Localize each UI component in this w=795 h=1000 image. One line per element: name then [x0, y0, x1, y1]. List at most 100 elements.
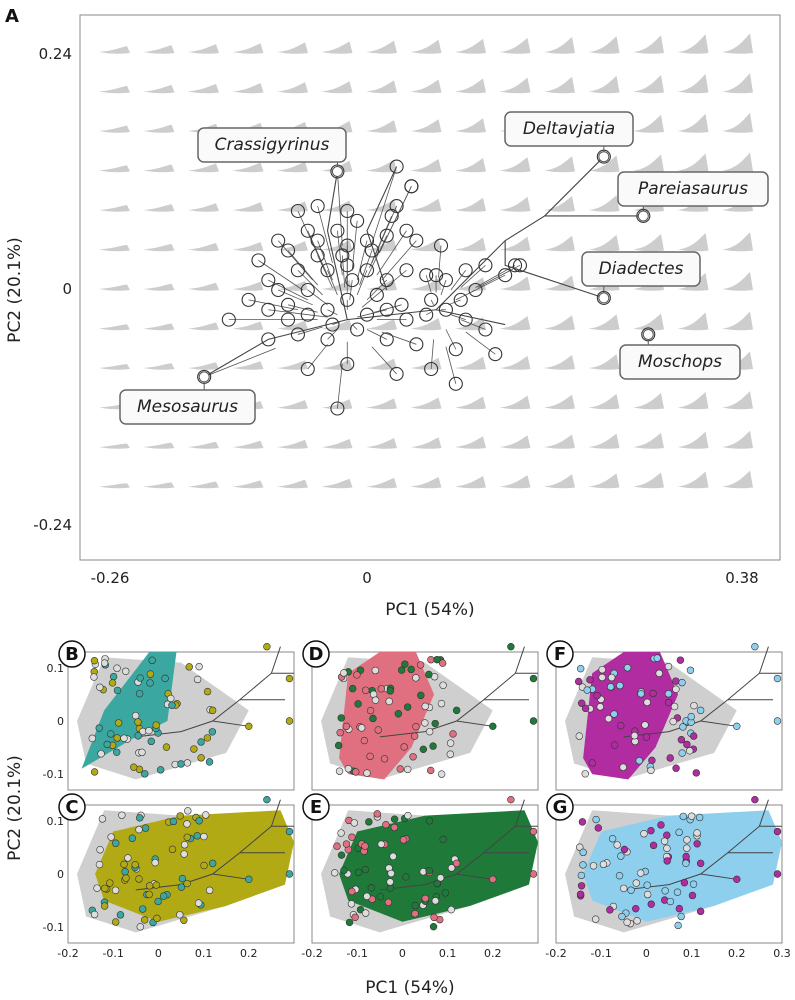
data-point — [208, 728, 217, 736]
tree-twig — [297, 326, 323, 335]
data-point — [389, 159, 404, 174]
data-point — [424, 292, 439, 307]
tree-twig — [287, 250, 318, 286]
shape-glyph — [366, 398, 397, 410]
shape-glyph — [410, 317, 442, 331]
data-point — [113, 664, 121, 672]
data-point — [578, 818, 587, 826]
data-point — [130, 763, 138, 771]
data-point — [399, 223, 414, 238]
data-point — [366, 706, 375, 715]
data-point — [347, 900, 356, 908]
shape-glyph — [188, 163, 219, 173]
data-point — [145, 726, 153, 735]
shape-glyph — [544, 434, 575, 449]
data-point — [647, 900, 655, 908]
data-point — [121, 868, 129, 876]
data-point — [180, 841, 189, 849]
data-point — [657, 821, 665, 829]
data-point — [300, 361, 315, 377]
data-point — [112, 839, 120, 847]
callout-marker — [598, 151, 610, 163]
shape-glyph — [633, 233, 664, 252]
data-point — [632, 879, 640, 887]
shape-glyph — [188, 242, 219, 252]
shape-glyph — [99, 324, 130, 331]
data-point — [146, 670, 155, 678]
data-point — [577, 882, 586, 890]
data-point — [168, 701, 176, 709]
data-point — [431, 897, 440, 905]
shape-glyph — [99, 165, 130, 173]
data-point — [676, 656, 685, 664]
data-point — [359, 307, 375, 322]
data-point — [607, 683, 615, 691]
data-point — [180, 850, 188, 858]
data-point — [146, 679, 154, 687]
data-point — [183, 879, 191, 888]
shape-glyph — [143, 45, 175, 54]
shape-glyph — [410, 437, 442, 449]
data-point — [672, 764, 680, 772]
data-point — [452, 706, 461, 715]
shape-glyph — [321, 160, 353, 173]
data-point — [330, 401, 345, 416]
tree-twig — [366, 235, 388, 278]
data-point — [335, 767, 344, 775]
tree-branch — [379, 646, 525, 738]
data-point — [285, 827, 294, 836]
data-point — [96, 846, 104, 854]
shape-glyph — [677, 312, 709, 331]
data-point — [619, 884, 628, 893]
data-point — [529, 827, 538, 836]
data-point — [113, 748, 121, 756]
data-point — [90, 768, 99, 776]
data-point — [337, 829, 345, 837]
data-point — [177, 883, 186, 891]
shape-glyph — [633, 313, 664, 331]
data-point — [579, 848, 587, 857]
data-point — [419, 868, 427, 876]
shape-glyph — [188, 83, 219, 94]
panel-letter-badge — [58, 793, 86, 821]
data-point — [433, 238, 449, 253]
tree-branch — [623, 646, 769, 738]
shape-glyph — [455, 118, 486, 133]
data-point — [677, 912, 685, 921]
data-point — [200, 832, 208, 841]
data-point — [350, 819, 359, 827]
data-point — [453, 292, 468, 307]
shape-glyph — [588, 234, 620, 252]
x-tick-label: -0.1 — [590, 947, 611, 960]
data-point — [120, 734, 128, 742]
tree-twig — [297, 210, 323, 266]
data-point — [325, 317, 340, 332]
shape-glyph — [232, 321, 264, 331]
data-point — [616, 681, 624, 690]
data-point — [342, 840, 351, 848]
data-point — [617, 852, 625, 860]
data-point — [335, 248, 350, 263]
tree-twig — [277, 240, 314, 281]
y-tick-label: 0.1 — [47, 815, 65, 828]
taxon-label-box — [119, 389, 256, 425]
tree-twig — [425, 275, 432, 293]
data-point — [131, 711, 140, 720]
data-point — [636, 869, 645, 877]
data-point — [664, 662, 673, 671]
data-point — [114, 719, 123, 727]
data-point — [576, 890, 585, 898]
y-tick-label: -0.1 — [43, 921, 64, 934]
tree-twig — [204, 347, 276, 378]
data-point — [437, 699, 446, 708]
data-point — [340, 357, 355, 372]
data-point — [310, 199, 325, 214]
shape-glyph — [677, 471, 709, 489]
shape-glyph — [277, 42, 308, 54]
tree-twig — [374, 304, 402, 313]
shape-glyph — [499, 157, 531, 173]
data-point — [116, 911, 125, 919]
shape-glyph — [588, 314, 620, 331]
shape-glyph — [410, 39, 442, 54]
